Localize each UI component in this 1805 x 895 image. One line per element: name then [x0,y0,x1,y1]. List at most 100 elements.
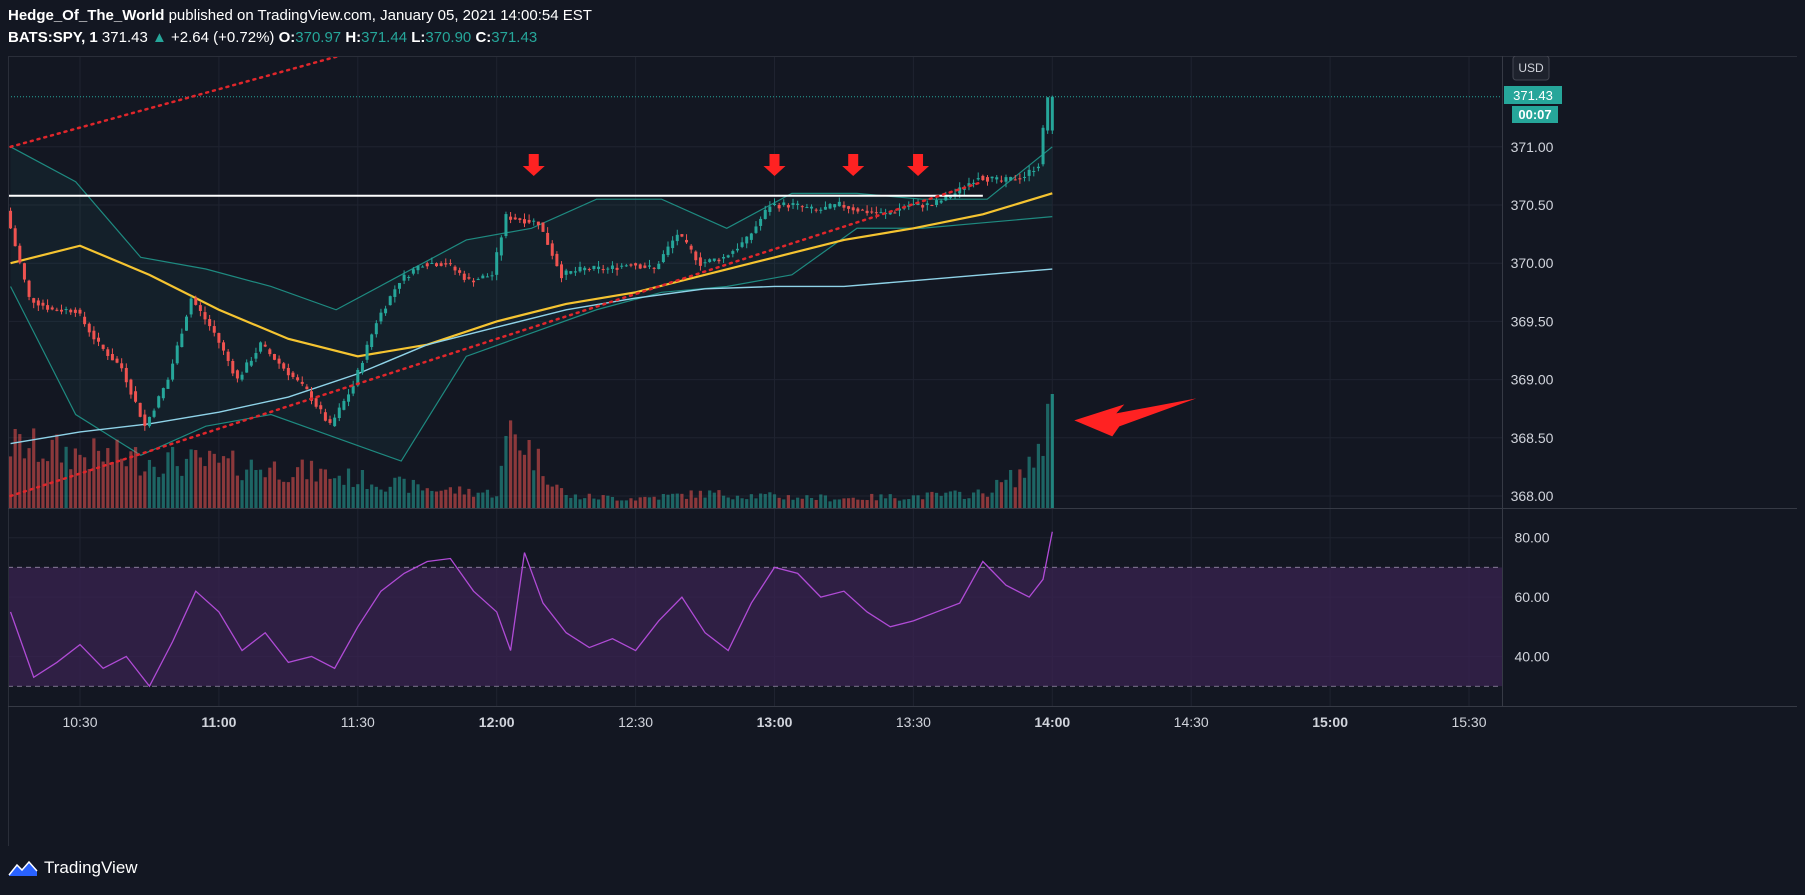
price-chart[interactable]: 371.00 370.50 370.00 369.50 369.00 368.50 368.… [8,17,1797,846]
volume-bar [791,499,795,508]
candle-body [1046,97,1050,131]
volume-bar [184,458,189,508]
volume-bar [596,499,601,508]
candle-body [930,205,934,206]
volume-bar [36,461,40,508]
candle-body [888,212,892,215]
volume-bar [856,499,860,508]
candle-body [972,182,976,184]
candle-body [384,308,388,314]
candle-body [161,388,165,399]
candle-body [249,360,253,366]
candle-body [342,400,346,410]
volume-bar [421,490,425,508]
rsi-tick-label: 40.00 [1514,648,1549,664]
volume-bar [32,428,36,508]
volume-bar [851,497,855,508]
candle-body [1013,179,1017,181]
candle-body [22,263,26,280]
volume-bar [59,462,64,508]
candle-body [59,309,63,312]
volume-bar [476,492,480,508]
candle-body [657,263,661,270]
volume-bar [694,497,698,508]
candle-body [819,209,823,211]
candle-body [402,274,406,281]
volume-bar [115,439,119,508]
tradingview-brand[interactable]: TradingView [44,858,138,877]
volume-bar [1036,443,1041,508]
candle-body [1027,169,1031,176]
volume-bar [171,446,175,508]
candle-body [143,414,147,426]
price-tick-label: 368.50 [1511,430,1554,446]
volume-bar [967,498,971,508]
chart-frame[interactable]: 371.00 370.50 370.00 369.50 369.00 368.50 368.… [8,17,1797,846]
volume-bar [916,495,920,508]
volume-bar [328,478,332,508]
volume-bar [444,489,448,508]
volume-bar [471,496,476,508]
candle-body [527,219,531,223]
candle-body [791,203,795,205]
candle-body [425,263,429,267]
candle-body [948,196,952,199]
volume-bar [1046,403,1050,508]
change-up-icon: ▲ [151,29,167,46]
candle-body [18,245,22,263]
candle-body [879,212,883,214]
volume-bar [925,492,929,508]
volume-bar [18,434,22,508]
candle-body [282,363,286,369]
volume-bar [152,466,156,508]
volume-bar [133,447,138,508]
volume-bar [45,461,50,508]
volume-bar [652,496,656,508]
tradingview-logo-icon[interactable] [8,858,38,878]
candle-body [73,309,77,313]
price-tick-label: 369.50 [1511,313,1554,329]
volume-bar [73,448,77,508]
volume-bar [124,466,128,508]
volume-bar [481,492,485,508]
volume-bar [573,494,578,508]
volume-bar [620,500,624,508]
volume-bar [254,470,258,508]
candle-body [36,300,40,306]
candle-body [360,362,364,373]
candle-body [847,206,851,209]
candle-body [245,362,249,373]
volume-bar [337,475,341,508]
volume-bar [907,499,911,508]
volume-bar [657,499,661,508]
candle-body [1036,166,1040,169]
candle-body [333,417,337,427]
volume-bar [388,486,392,508]
volume-bar [13,428,17,508]
volume-bar [550,486,554,508]
volume-bar [647,497,652,508]
volume-bar [726,497,730,508]
candle-body [985,177,989,182]
volume-bar [786,495,790,508]
volume-bar [393,477,397,508]
candle-body [1004,177,1008,182]
candle-body [536,221,540,226]
volume-bar [69,469,73,508]
candle-body [416,266,420,271]
volume-bar [578,499,582,508]
candle-body [805,207,809,209]
rsi-band-fill [8,567,1502,687]
volume-bar [638,497,642,508]
candle-body [860,209,864,211]
author-name[interactable]: Hedge_Of_The_World [8,7,165,24]
volume-bar [203,466,207,508]
candle-body [55,309,59,311]
volume-bar [1041,455,1045,508]
candle-body [138,402,142,417]
currency-label[interactable]: USD [1518,61,1544,75]
candle-body [814,209,818,211]
candle-body [254,353,258,359]
rsi-line [9,531,1053,688]
candle-body [444,263,448,265]
